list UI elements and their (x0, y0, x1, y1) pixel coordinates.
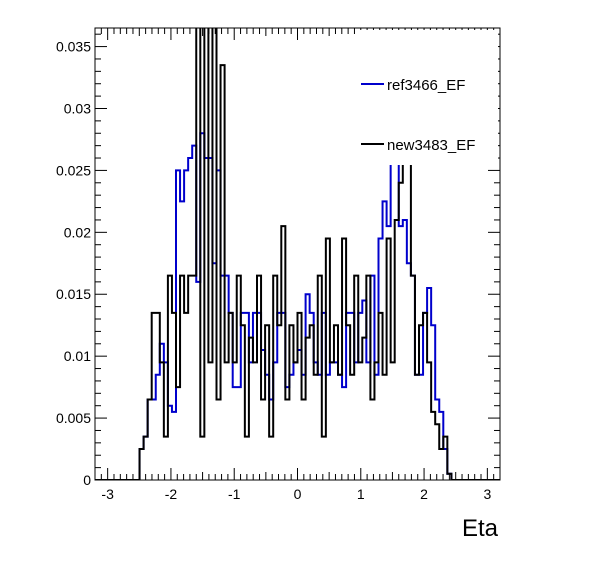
x-tick-label: -1 (228, 486, 241, 502)
y-tick-label: 0.03 (64, 100, 91, 116)
y-tick-label: 0.005 (56, 410, 91, 426)
x-tick-label: 2 (420, 486, 428, 502)
x-tick-label: 0 (294, 486, 302, 502)
axis-layer: 0 0.005 0.01 0.015 0.02 0.025 0.03 0.035 -3 -2 -1 0… (56, 28, 501, 502)
legend-label-ref3466-ef: ref3466_EF (387, 77, 465, 94)
y-tick-label: 0.025 (56, 162, 91, 178)
x-tick-label: -2 (165, 486, 178, 502)
x-axis-title: Eta (462, 515, 499, 542)
series-layer (95, 28, 500, 480)
x-tick-label: -3 (101, 486, 114, 502)
legend-box (360, 30, 498, 165)
x-tick-label: 3 (483, 486, 491, 502)
legend-label-new3483-ef: new3483_EF (387, 137, 475, 154)
y-tick-label: 0.015 (56, 286, 91, 302)
y-tick-label: 0.02 (64, 224, 91, 240)
y-tick-label: 0.035 (56, 39, 91, 55)
series-new3483-ef-line (95, 28, 500, 480)
y-tick-label: 0.01 (64, 348, 91, 364)
y-tick-label: 0 (83, 472, 91, 488)
legend: ref3466_EF new3483_EF (360, 30, 498, 165)
x-tick-label: 1 (357, 486, 365, 502)
